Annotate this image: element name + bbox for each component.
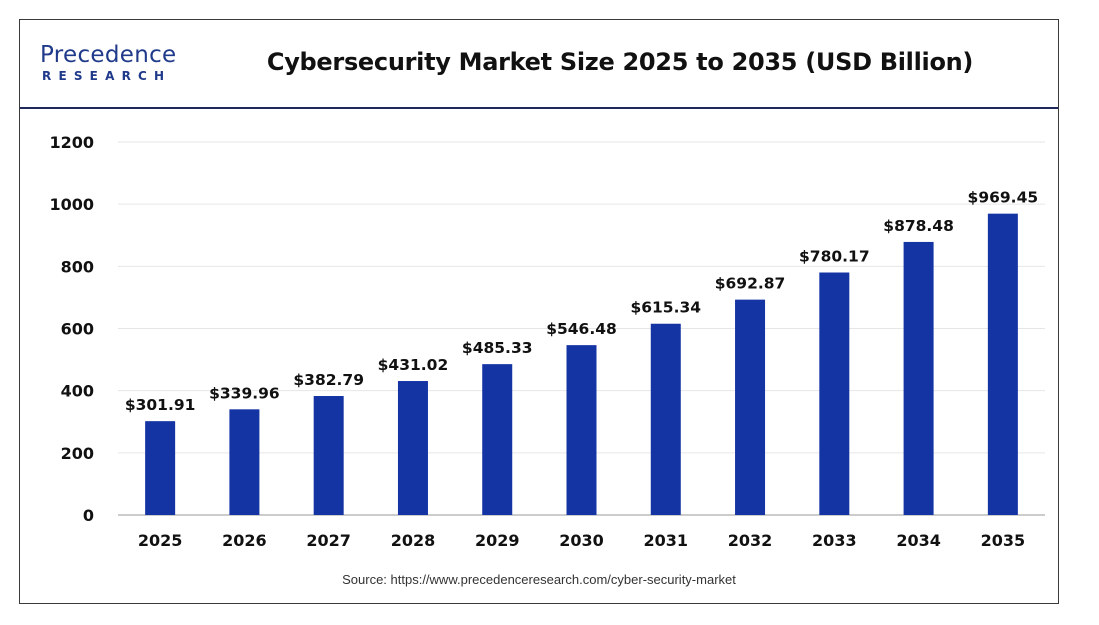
header-divider xyxy=(20,107,1058,109)
x-tick-label: 2030 xyxy=(559,531,604,550)
x-tick-label: 2032 xyxy=(728,531,773,550)
data-label: $969.45 xyxy=(968,189,1039,207)
data-label: $780.17 xyxy=(799,247,870,265)
bar xyxy=(903,241,934,515)
y-tick-label: 800 xyxy=(61,257,94,276)
data-label: $692.87 xyxy=(715,275,786,293)
data-label: $431.02 xyxy=(378,356,449,374)
bar-chart: 0 200 400 600 800 1000 1200 $301.91 2025 $339.96 2… xyxy=(49,133,1045,550)
y-tick-label: 400 xyxy=(61,382,94,401)
bar xyxy=(819,272,850,515)
data-label: $546.48 xyxy=(546,320,617,338)
bar xyxy=(987,213,1018,515)
bar xyxy=(397,381,428,515)
y-tick-label: 1000 xyxy=(49,195,94,214)
data-label: $615.34 xyxy=(630,299,701,317)
x-tick-label: 2026 xyxy=(222,531,267,550)
y-tick-label: 600 xyxy=(61,320,94,339)
x-tick-label: 2033 xyxy=(812,531,857,550)
chart-title: Cybersecurity Market Size 2025 to 2035 (… xyxy=(266,48,974,76)
bar xyxy=(650,323,681,515)
x-tick-label: 2028 xyxy=(391,531,436,550)
x-tick-label: 2025 xyxy=(138,531,183,550)
x-tick-label: 2034 xyxy=(896,531,941,550)
chart-frame: Precedence RESEARCH Cybersecurity Market… xyxy=(19,19,1059,604)
x-tick-label: 2029 xyxy=(475,531,520,550)
bar xyxy=(482,364,513,515)
chart-header: Precedence RESEARCH Cybersecurity Market… xyxy=(20,20,1058,109)
source-note: Source: https://www.precedenceresearch.c… xyxy=(342,572,736,587)
data-label: $878.48 xyxy=(883,217,954,235)
precedence-research-logo: Precedence RESEARCH xyxy=(40,42,190,86)
data-label: $339.96 xyxy=(209,384,280,402)
data-label: $485.33 xyxy=(462,339,533,357)
logo-wordmark: Precedence xyxy=(40,42,177,68)
y-tick-label: 200 xyxy=(61,444,94,463)
data-label: $382.79 xyxy=(293,371,364,389)
x-tick-label: 2027 xyxy=(306,531,351,550)
bar xyxy=(566,345,597,515)
bar xyxy=(145,421,176,515)
bar xyxy=(735,299,766,515)
y-tick-label: 0 xyxy=(83,506,94,525)
bar xyxy=(313,396,344,515)
data-label: $301.91 xyxy=(125,396,196,414)
x-tick-label: 2031 xyxy=(644,531,689,550)
logo-subtitle: RESEARCH xyxy=(42,69,172,83)
bar xyxy=(229,409,260,515)
y-tick-label: 1200 xyxy=(49,133,94,152)
x-tick-label: 2035 xyxy=(981,531,1026,550)
